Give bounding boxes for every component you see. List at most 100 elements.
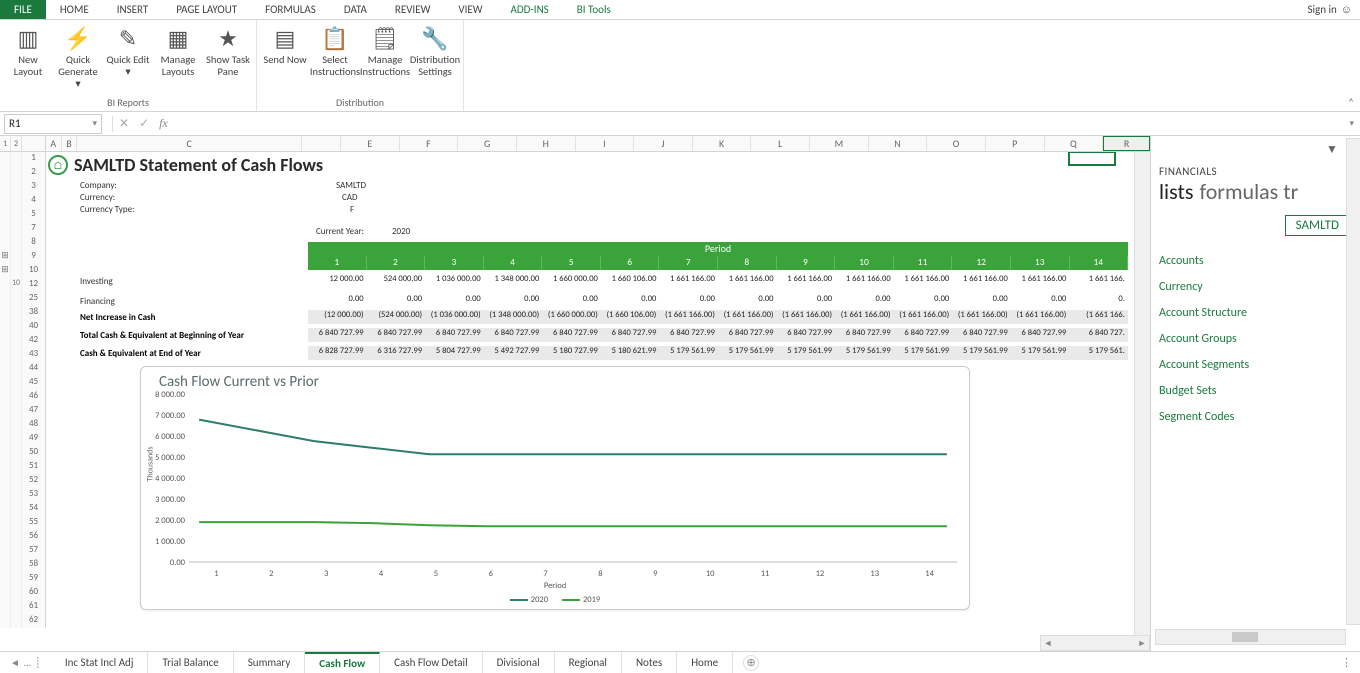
taskpane-link-account-groups[interactable]: Account Groups xyxy=(1159,332,1356,346)
row-header-40[interactable]: 40 xyxy=(0,320,46,334)
sheet-tab-trial-balance[interactable]: Trial Balance xyxy=(148,652,233,673)
col-header-E[interactable]: E xyxy=(341,136,400,151)
row-header-10[interactable]: 10 xyxy=(0,264,46,278)
col-header-C[interactable]: C xyxy=(77,136,302,151)
cancel-icon[interactable]: ✕ xyxy=(119,116,129,131)
taskpane-link-currency[interactable]: Currency xyxy=(1159,280,1356,294)
row-header-1[interactable]: 1 xyxy=(0,152,46,166)
manage-instructions[interactable]: 🗒Manage Instructions xyxy=(360,22,410,78)
quick-generate[interactable]: ⚡Quick Generate ▾ xyxy=(53,22,103,90)
taskpane-link-account-segments[interactable]: Account Segments xyxy=(1159,358,1356,372)
outline-level-2[interactable]: 2 xyxy=(11,136,22,151)
row-header-9[interactable]: 9 xyxy=(0,250,46,264)
row-header-50[interactable]: 50 xyxy=(0,446,46,460)
tab-nav-menu-icon[interactable]: ⋮ xyxy=(1341,656,1352,669)
row-header-25[interactable]: 25 xyxy=(0,292,46,306)
taskpane-company-pill[interactable]: SAMLTD xyxy=(1285,215,1350,236)
menu-tab-formulas[interactable]: FORMULAS xyxy=(251,0,330,19)
row-header-52[interactable]: 52 xyxy=(0,474,46,488)
scrollbar-thumb[interactable] xyxy=(1232,632,1258,642)
sheet-tab-notes[interactable]: Notes xyxy=(622,652,677,673)
row-header-55[interactable]: 55 xyxy=(0,516,46,530)
row-header-51[interactable]: 51 xyxy=(0,460,46,474)
menu-tab-data[interactable]: DATA xyxy=(330,0,381,19)
row-header-48[interactable]: 48 xyxy=(0,418,46,432)
select-instructions[interactable]: 📋Select Instructions xyxy=(310,22,360,78)
taskpane-mode-formulas[interactable]: formulas tr xyxy=(1199,178,1298,205)
col-header-blank[interactable] xyxy=(302,136,341,151)
col-header-I[interactable]: I xyxy=(576,136,635,151)
tab-nav-first-icon[interactable]: ◄ xyxy=(10,656,20,669)
chart-cash-flow[interactable]: Cash Flow Current vs Prior Thousands 0.0… xyxy=(140,366,970,610)
col-header-J[interactable]: J xyxy=(634,136,693,151)
row-header-46[interactable]: 46 xyxy=(0,390,46,404)
row-header-42[interactable]: 42 xyxy=(0,334,46,348)
taskpane-vertical-scrollbar[interactable] xyxy=(1346,138,1360,625)
row-header-5[interactable]: 5 xyxy=(0,208,46,222)
menu-file[interactable]: FILE xyxy=(0,0,46,19)
ribbon-collapse-icon[interactable]: ˄ xyxy=(1348,96,1354,109)
row-header-2[interactable]: 2 xyxy=(0,166,46,180)
sheet-tab-cash-flow-detail[interactable]: Cash Flow Detail xyxy=(380,652,482,673)
taskpane-link-segment-codes[interactable]: Segment Codes xyxy=(1159,410,1356,424)
outline-toggle[interactable] xyxy=(0,264,11,278)
menu-tab-insert[interactable]: INSERT xyxy=(103,0,163,19)
sheet-horizontal-scrollbar[interactable]: ◄ ► xyxy=(1040,635,1150,651)
new-layout[interactable]: ▥New Layout xyxy=(3,22,53,78)
outline-level-1[interactable]: 1 xyxy=(0,136,11,151)
col-header-O[interactable]: O xyxy=(927,136,986,151)
col-header-F[interactable]: F xyxy=(400,136,459,151)
distribution-settings[interactable]: 🔧Distribution Settings xyxy=(410,22,460,78)
send-now[interactable]: ▤Send Now xyxy=(260,22,310,66)
quick-edit[interactable]: ✎Quick Edit ▾ xyxy=(103,22,153,78)
row-header-47[interactable]: 47 xyxy=(0,404,46,418)
row-header-58[interactable]: 58 xyxy=(0,558,46,572)
row-header-44[interactable]: 44 xyxy=(0,362,46,376)
row-header-45[interactable]: 45 xyxy=(0,376,46,390)
menu-tab-bi-tools[interactable]: BI Tools xyxy=(563,0,625,19)
taskpane-link-budget-sets[interactable]: Budget Sets xyxy=(1159,384,1356,398)
add-sheet-button[interactable]: ⊕ xyxy=(743,655,759,671)
hscroll-right-icon[interactable]: ► xyxy=(1135,638,1149,649)
menu-tab-home[interactable]: HOME xyxy=(46,0,103,19)
col-header-R[interactable]: R xyxy=(1103,136,1150,151)
taskpane-link-account-structure[interactable]: Account Structure xyxy=(1159,306,1356,320)
row-header-57[interactable]: 57 xyxy=(0,544,46,558)
col-header-H[interactable]: H xyxy=(517,136,576,151)
row-header-61[interactable]: 61 xyxy=(0,600,46,614)
row-header-56[interactable]: 56 xyxy=(0,530,46,544)
taskpane-mode-lists[interactable]: lists xyxy=(1159,178,1193,205)
row-header-3[interactable]: 3 xyxy=(0,180,46,194)
show-task-pane[interactable]: ★Show Task Pane xyxy=(203,22,253,78)
sheet-vertical-scrollbar[interactable] xyxy=(1134,152,1150,635)
row-header-53[interactable]: 53 xyxy=(0,488,46,502)
hscroll-left-icon[interactable]: ◄ xyxy=(1041,638,1055,649)
row-header-4[interactable]: 4 xyxy=(0,194,46,208)
formula-bar-expand-icon[interactable]: ▾ xyxy=(1349,118,1354,129)
col-header-P[interactable]: P xyxy=(986,136,1045,151)
accept-icon[interactable]: ✓ xyxy=(139,116,149,131)
row-header-49[interactable]: 49 xyxy=(0,432,46,446)
menu-tab-review[interactable]: REVIEW xyxy=(381,0,445,19)
name-box[interactable]: R1 ▾ xyxy=(4,114,102,134)
sheet-tab-divisional[interactable]: Divisional xyxy=(483,652,555,673)
col-header-B[interactable]: B xyxy=(62,136,78,151)
taskpane-dropdown-icon[interactable]: ▼ xyxy=(1326,142,1338,157)
menu-tab-add-ins[interactable]: ADD-INS xyxy=(497,0,563,19)
row-header-54[interactable]: 54 xyxy=(0,502,46,516)
col-header-A[interactable]: A xyxy=(46,136,62,151)
taskpane-horizontal-scrollbar[interactable] xyxy=(1155,629,1346,645)
grid[interactable]: ⌂ SAMLTD Statement of Cash Flows Company… xyxy=(46,152,1150,651)
outline-toggle[interactable] xyxy=(0,250,11,264)
tab-nav-prev-icon[interactable]: … xyxy=(24,656,31,669)
sheet-tab-inc-stat-incl-adj[interactable]: Inc Stat Incl Adj xyxy=(51,652,149,673)
menu-tab-page-layout[interactable]: PAGE LAYOUT xyxy=(162,0,251,19)
name-box-dropdown-icon[interactable]: ▾ xyxy=(92,118,97,129)
col-header-L[interactable]: L xyxy=(751,136,810,151)
sheet-tab-regional[interactable]: Regional xyxy=(555,652,622,673)
sheet-tab-home[interactable]: Home xyxy=(677,652,733,673)
row-header-38[interactable]: 38 xyxy=(0,306,46,320)
home-icon[interactable]: ⌂ xyxy=(48,155,68,175)
row-header-60[interactable]: 60 xyxy=(0,586,46,600)
taskpane-link-accounts[interactable]: Accounts xyxy=(1159,254,1356,268)
